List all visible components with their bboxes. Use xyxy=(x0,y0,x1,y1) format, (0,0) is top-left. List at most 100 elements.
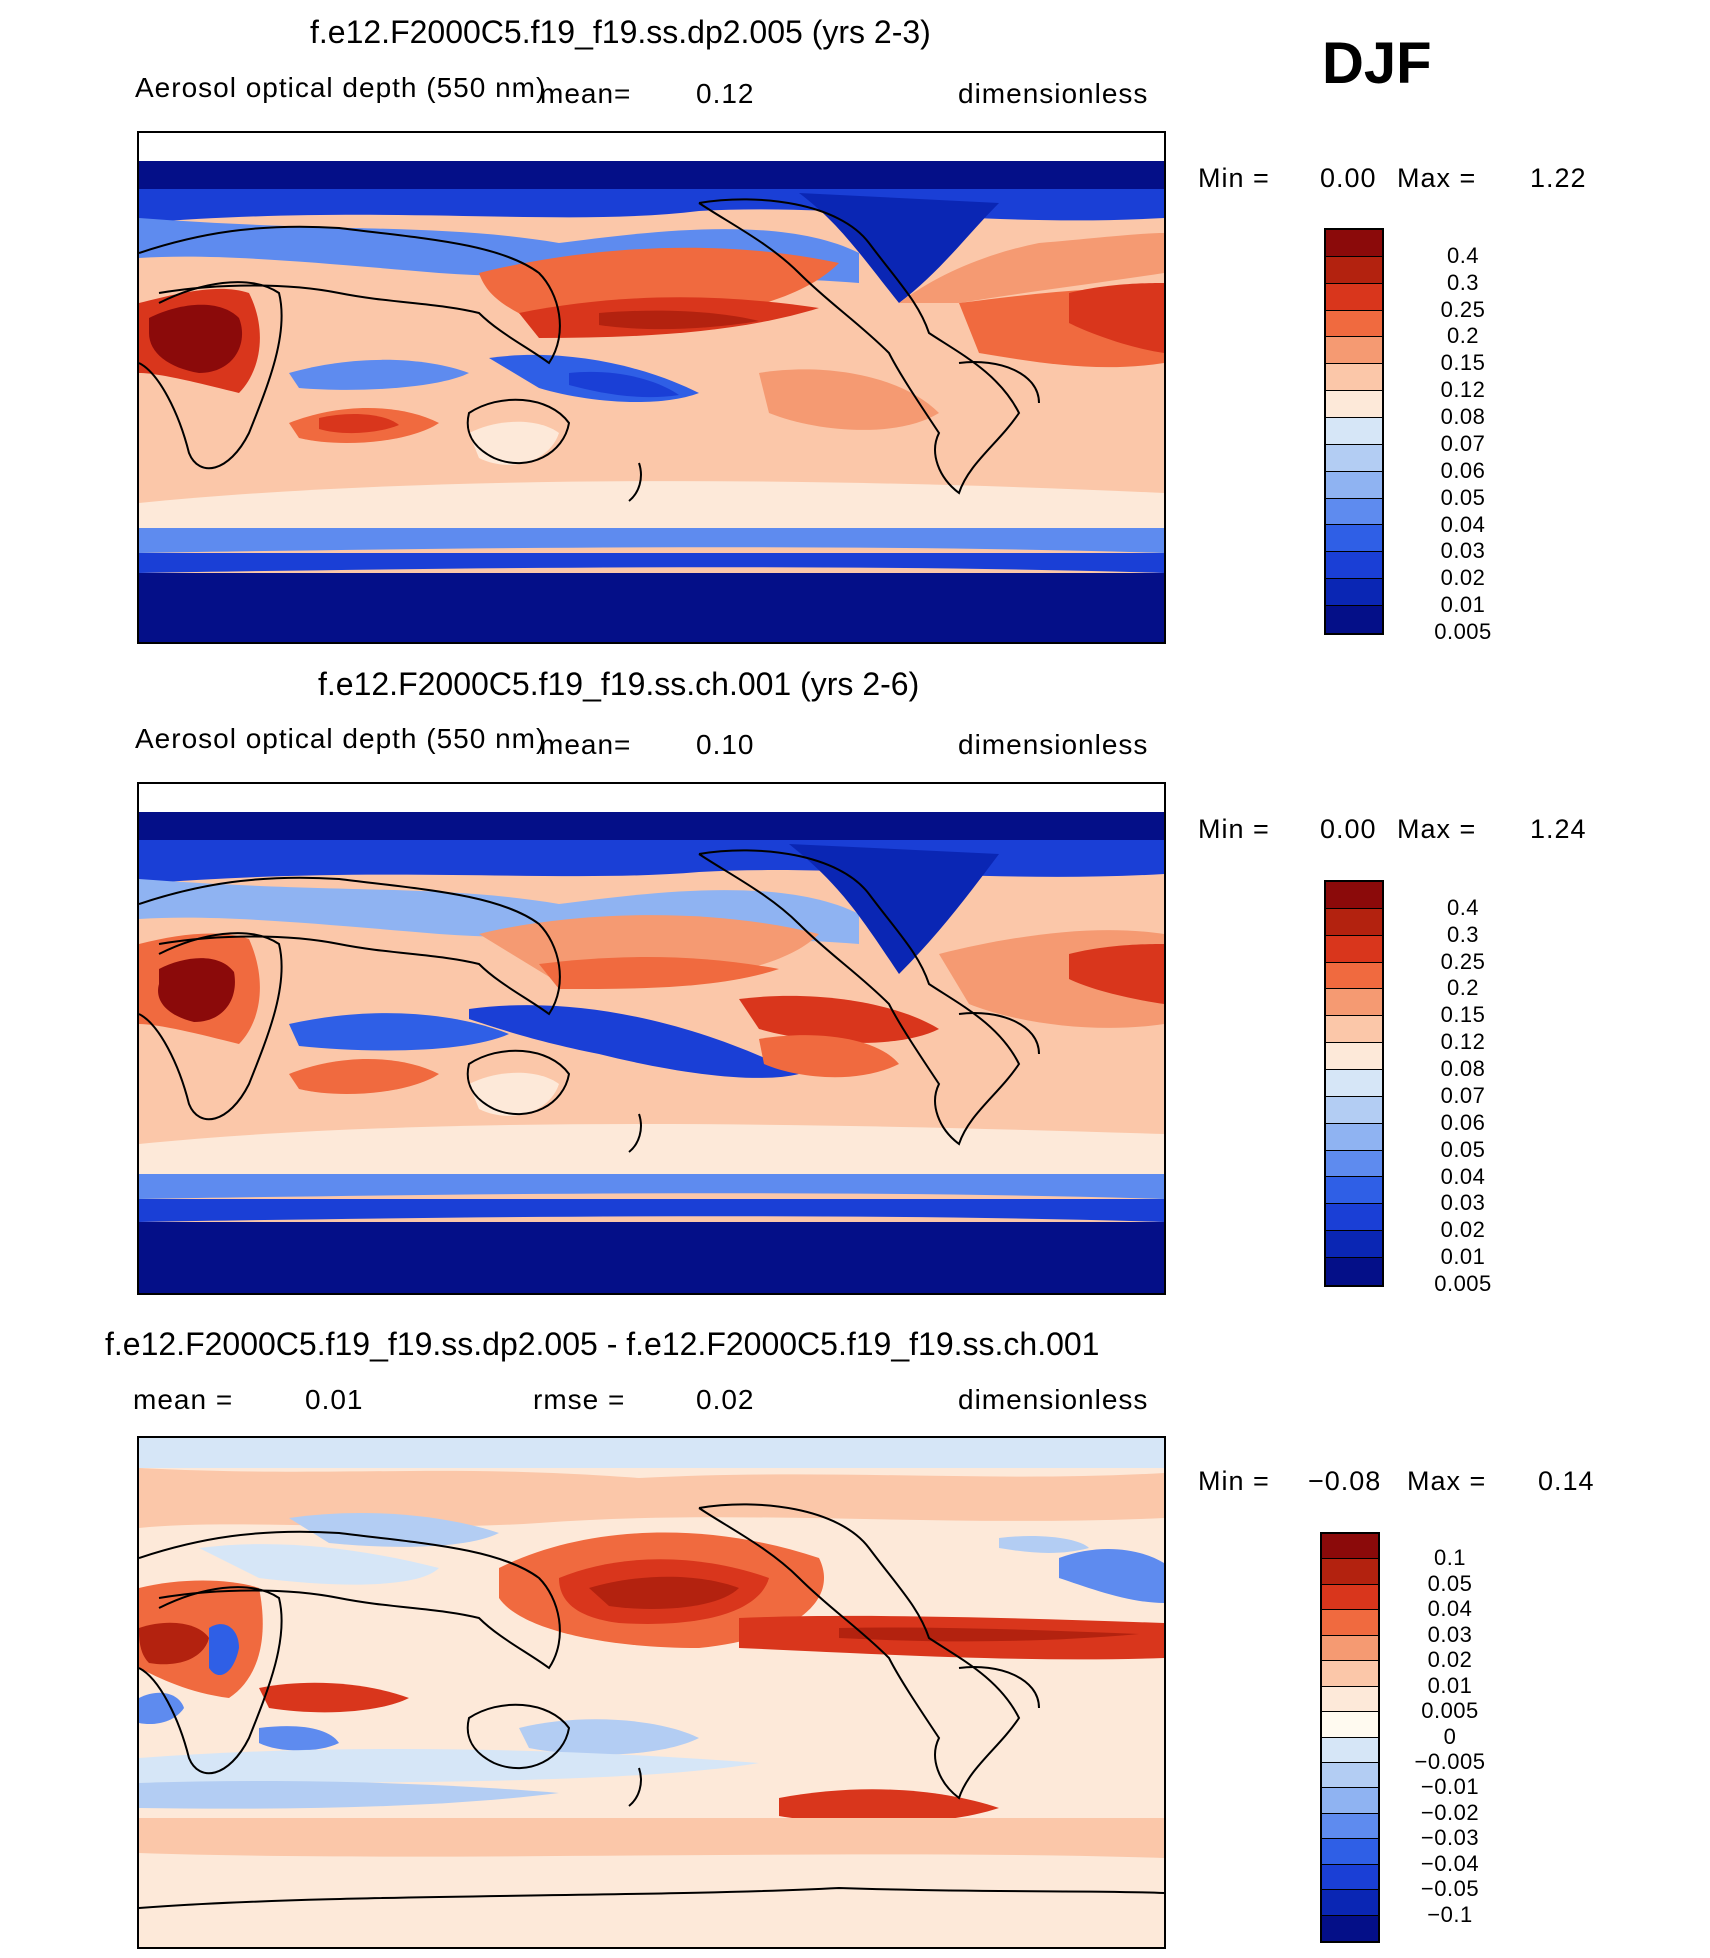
panel-3-colorbar-swatch xyxy=(1322,1661,1378,1687)
panel-2-mean-value: 0.10 xyxy=(696,729,755,760)
panel-2-max-label: Max = xyxy=(1397,814,1477,844)
panel-1-colorbar-label: 0.25 xyxy=(1440,296,1486,322)
panel-2-max-value: 1.24 xyxy=(1530,814,1587,844)
panel-2-colorbar-swatch xyxy=(1326,1231,1382,1259)
panel-1-colorbar-label: 0.15 xyxy=(1440,350,1486,376)
panel-1-colorbar-swatch xyxy=(1326,418,1382,445)
panel-3-colorbar-label: −0.02 xyxy=(1420,1799,1480,1825)
panel-1-colorbar-label: 0.3 xyxy=(1446,269,1480,295)
season-label: DJF xyxy=(1322,31,1432,96)
panel-3-colorbar-swatch xyxy=(1322,1890,1378,1916)
panel-2-colorbar-swatch xyxy=(1326,1204,1382,1232)
panel-1-mean-value: 0.12 xyxy=(696,78,755,109)
panel-1-colorbar-label: 0.005 xyxy=(1434,619,1492,644)
panel-1-colorbar-label: 0.07 xyxy=(1440,430,1486,456)
panel-2-field xyxy=(139,784,1164,1293)
panel-2-colorbar-label: 0.4 xyxy=(1446,894,1480,920)
panel-1-min-value: 0.00 xyxy=(1320,163,1377,193)
panel-2-colorbar-swatch xyxy=(1326,962,1382,990)
panel-3-colorbar-label: −0.005 xyxy=(1414,1748,1486,1774)
panel-2-colorbar-label: 0.06 xyxy=(1440,1109,1486,1135)
panel-2-colorbar-swatch xyxy=(1326,1070,1382,1097)
panel-3-coastlines xyxy=(139,1503,1164,1909)
panel-1-colorbar-label: 0.2 xyxy=(1446,323,1480,349)
panel-2-colorbar-swatch xyxy=(1326,1258,1382,1285)
panel-2-colorbar-label: 0.15 xyxy=(1440,1002,1486,1028)
panel-2-colorbar-label: 0.03 xyxy=(1440,1190,1486,1216)
panel-3-colorbar-swatch xyxy=(1322,1534,1378,1560)
panel-1-colorbar-swatch xyxy=(1326,310,1382,338)
panel-2-colorbar xyxy=(1324,880,1384,1287)
panel-3-colorbar-label: 0 xyxy=(1443,1723,1457,1749)
panel-3-colorbar-label: 0.03 xyxy=(1427,1621,1473,1647)
panel-3-colorbar-swatch xyxy=(1322,1635,1378,1662)
panel-2-variable: Aerosol optical depth (550 nm) xyxy=(135,723,547,754)
panel-1-colorbar xyxy=(1324,228,1384,635)
panel-1-variable: Aerosol optical depth (550 nm) xyxy=(135,72,547,103)
panel-1-colorbar-swatch xyxy=(1326,337,1382,365)
panel-1-colorbar-label: 0.01 xyxy=(1440,592,1486,618)
panel-3-colorbar-label: 0.05 xyxy=(1427,1570,1473,1596)
panel-2-colorbar-label: 0.005 xyxy=(1434,1271,1492,1296)
panel-1-colorbar-label: 0.12 xyxy=(1440,377,1486,403)
panel-1-mean-label: mean= xyxy=(540,78,632,109)
panel-3-rmse-label: rmse = xyxy=(533,1384,626,1415)
panel-3-colorbar-label: 0.01 xyxy=(1427,1672,1473,1698)
panel-1-colorbar-label: 0.06 xyxy=(1440,457,1486,483)
panel-2-title: f.e12.F2000C5.f19_f19.ss.ch.001 (yrs 2-6… xyxy=(318,666,920,702)
panel-2-colorbar-label: 0.2 xyxy=(1446,975,1480,1001)
panel-1-max-label: Max = xyxy=(1397,163,1477,193)
panel-3-colorbar-label: 0.1 xyxy=(1433,1545,1467,1571)
panel-3-colorbar-label: 0.04 xyxy=(1427,1596,1473,1622)
panel-3-colorbar-swatch xyxy=(1322,1737,1378,1763)
panel-2-mean-label: mean= xyxy=(540,729,632,760)
panel-1-units: dimensionless xyxy=(958,78,1149,109)
panel-2-map xyxy=(137,782,1166,1295)
panel-3-colorbar-label: 0.005 xyxy=(1421,1698,1479,1724)
panel-1-colorbar-label: 0.03 xyxy=(1440,538,1486,564)
panel-2-coastlines xyxy=(139,849,1040,1153)
panel-3-colorbar-label: 0.02 xyxy=(1427,1647,1473,1673)
panel-1-map xyxy=(137,131,1166,644)
panel-3-colorbar-label: −0.1 xyxy=(1427,1901,1473,1927)
panel-2-units: dimensionless xyxy=(958,729,1149,760)
panel-3-min-value: −0.08 xyxy=(1308,1466,1382,1496)
panel-3-units: dimensionless xyxy=(958,1384,1149,1415)
panel-2-colorbar-swatch xyxy=(1326,1016,1382,1044)
panel-3-colorbar-swatch xyxy=(1322,1788,1378,1814)
panel-3-title: f.e12.F2000C5.f19_f19.ss.dp2.005 - f.e12… xyxy=(105,1326,1100,1362)
panel-1-colorbar-swatch xyxy=(1326,256,1382,284)
panel-2-colorbar-swatch xyxy=(1326,1043,1382,1071)
panel-1-colorbar-swatch xyxy=(1326,444,1382,472)
panel-3-colorbar-label: −0.03 xyxy=(1420,1825,1480,1851)
panel-3-mean-label: mean = xyxy=(133,1384,234,1415)
panel-3-map xyxy=(137,1436,1166,1949)
panel-2-colorbar-label: 0.3 xyxy=(1446,921,1480,947)
panel-3-colorbar-label: −0.05 xyxy=(1420,1876,1480,1902)
panel-1-max-value: 1.22 xyxy=(1530,163,1587,193)
panel-2-colorbar-swatch xyxy=(1326,1123,1382,1151)
panel-1-colorbar-swatch xyxy=(1326,498,1382,526)
panel-3-colorbar-swatch xyxy=(1322,1686,1378,1713)
panel-2-colorbar-swatch xyxy=(1326,989,1382,1017)
panel-3-colorbar-label: −0.04 xyxy=(1420,1850,1480,1876)
panel-2-colorbar-swatch xyxy=(1326,1150,1382,1178)
panel-1-colorbar-swatch xyxy=(1326,391,1382,419)
panel-3-max-label: Max = xyxy=(1407,1466,1487,1496)
panel-2-colorbar-label: 0.12 xyxy=(1440,1029,1486,1055)
panel-3-colorbar-swatch xyxy=(1322,1712,1378,1738)
panel-3-colorbar xyxy=(1320,1532,1380,1943)
panel-1-colorbar-swatch xyxy=(1326,525,1382,553)
panel-2-colorbar-label: 0.01 xyxy=(1440,1244,1486,1270)
panel-1-coastlines xyxy=(139,198,1040,502)
panel-1-colorbar-swatch xyxy=(1326,579,1382,607)
panel-3-colorbar-swatch xyxy=(1322,1559,1378,1585)
panel-2-colorbar-label: 0.04 xyxy=(1440,1163,1486,1189)
panel-3-colorbar-swatch xyxy=(1322,1839,1378,1865)
panel-1-colorbar-swatch xyxy=(1326,606,1382,633)
panel-1-colorbar-swatch xyxy=(1326,283,1382,311)
panel-3-min-label: Min = xyxy=(1198,1466,1270,1496)
panel-3-colorbar-label: −0.01 xyxy=(1420,1774,1480,1800)
panel-2-colorbar-label: 0.08 xyxy=(1440,1056,1486,1082)
panel-2-colorbar-swatch xyxy=(1326,1177,1382,1205)
